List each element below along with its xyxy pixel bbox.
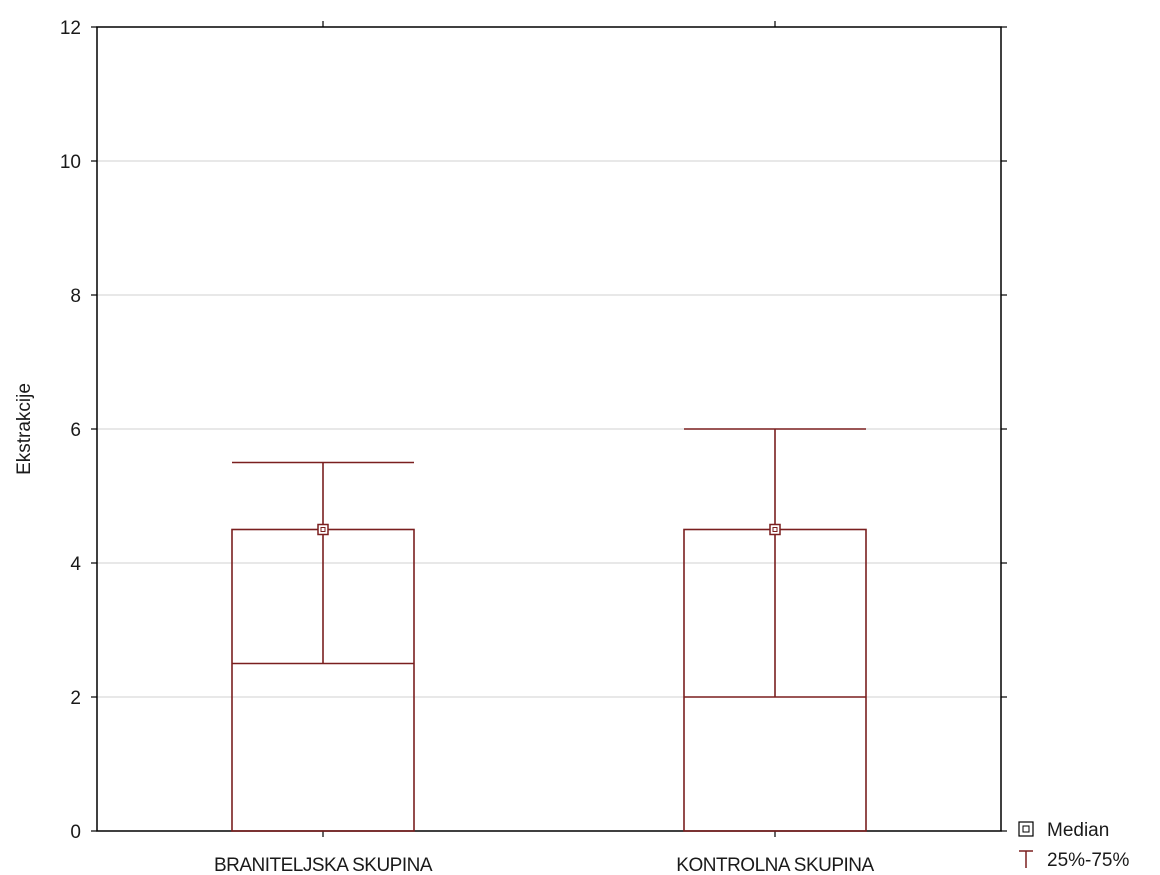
median-marker <box>317 523 329 536</box>
box-group-1 <box>231 461 415 832</box>
y-tick-label: 12 <box>60 18 81 39</box>
legend: Median 25%-75% <box>1018 820 1129 871</box>
median-marker <box>769 523 781 536</box>
legend-entry-median: Median <box>1018 820 1109 841</box>
legend-entry-quartiles: 25%-75% <box>1019 850 1129 871</box>
median-marker-inner <box>772 527 778 532</box>
y-axis-ticks: 0 2 4 6 8 10 12 <box>60 18 1007 843</box>
legend-label-median: Median <box>1047 820 1109 841</box>
y-tick-label: 2 <box>70 688 81 709</box>
y-tick-label: 8 <box>70 286 81 307</box>
y-tick-label: 6 <box>70 420 81 441</box>
y-tick-label: 4 <box>70 554 81 575</box>
box-groups <box>231 428 867 832</box>
x-axis-ticks: BRANITELJSKA SKUPINA KONTROLNA SKUPINA <box>214 21 875 875</box>
legend-square-icon <box>1018 821 1034 837</box>
y-tick-label: 0 <box>70 822 81 843</box>
y-tick-label: 10 <box>60 152 81 173</box>
x-category-label: BRANITELJSKA SKUPINA <box>214 855 433 875</box>
median-marker-inner <box>320 527 326 532</box>
legend-label-quartiles: 25%-75% <box>1047 850 1129 871</box>
legend-square-inner-icon <box>1022 825 1030 833</box>
x-category-label: KONTROLNA SKUPINA <box>676 855 874 875</box>
y-axis-title: Ekstrakcije <box>14 383 35 475</box>
box-group-2 <box>683 428 867 832</box>
